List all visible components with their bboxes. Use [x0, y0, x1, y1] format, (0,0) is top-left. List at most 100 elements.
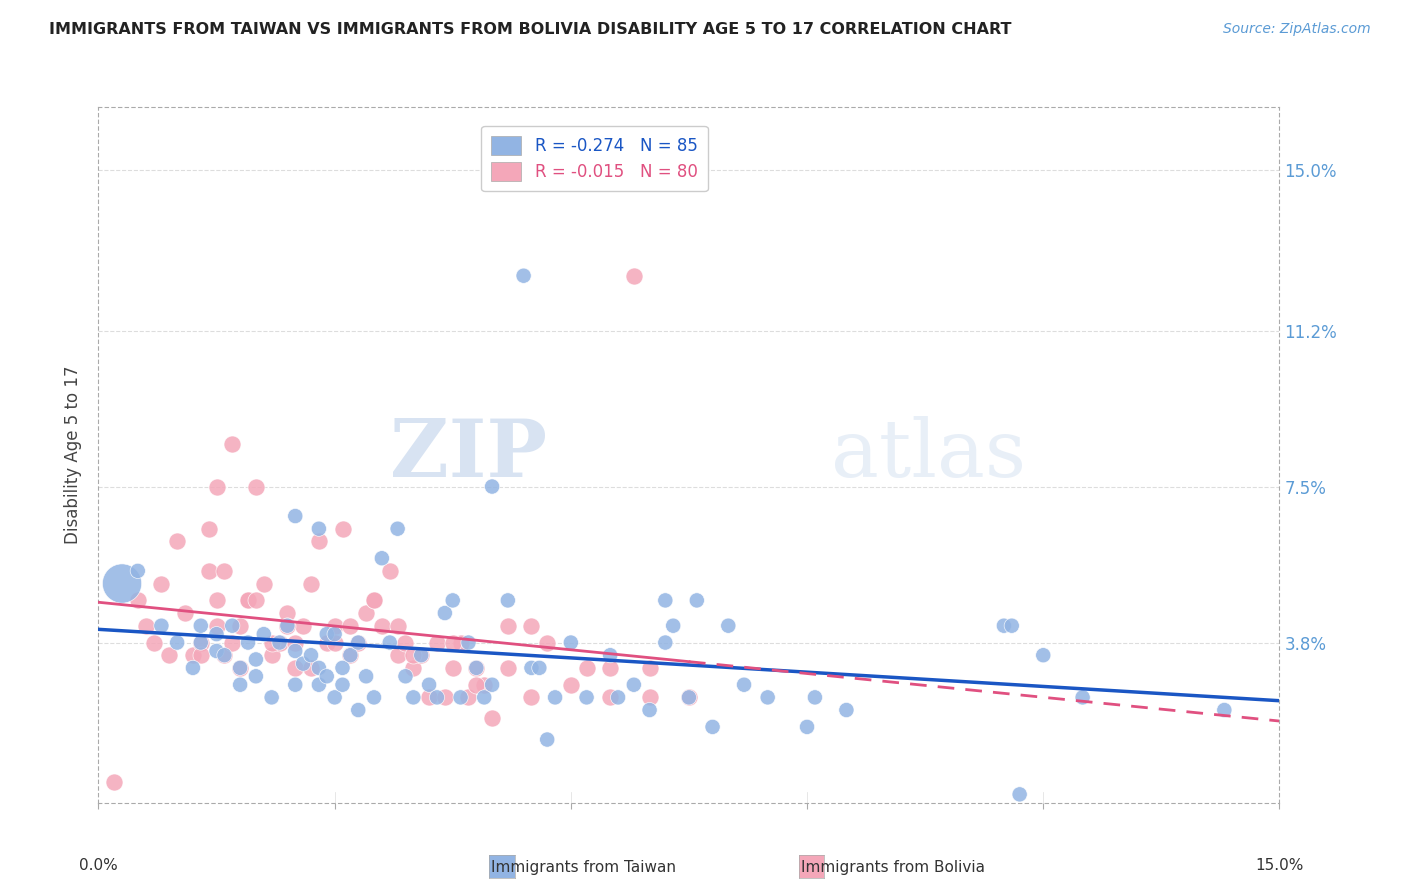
Text: atlas: atlas	[831, 416, 1026, 494]
Point	[536, 732, 558, 747]
Point	[520, 690, 543, 705]
Point	[575, 661, 598, 675]
Point	[245, 479, 267, 493]
Point	[269, 635, 291, 649]
Point	[411, 648, 433, 663]
Point	[339, 648, 361, 663]
Point	[481, 479, 503, 493]
Point	[441, 593, 464, 607]
Point	[150, 576, 173, 591]
Point	[481, 678, 503, 692]
Point	[347, 635, 370, 649]
Point	[394, 669, 416, 683]
Point	[245, 669, 267, 683]
Point	[599, 648, 621, 663]
Point	[512, 268, 534, 283]
Point	[363, 593, 385, 607]
Point	[299, 648, 322, 663]
Point	[284, 509, 307, 524]
Point	[433, 606, 456, 620]
Point	[205, 644, 228, 658]
Point	[111, 576, 134, 591]
Point	[544, 690, 567, 705]
Point	[496, 618, 519, 632]
Point	[441, 635, 464, 649]
Point	[229, 618, 252, 632]
Point	[560, 678, 582, 692]
Point	[150, 618, 173, 632]
Point	[299, 576, 322, 591]
Point	[363, 593, 385, 607]
Point	[205, 618, 228, 632]
Point	[323, 690, 346, 705]
Point	[496, 593, 519, 607]
Point	[221, 437, 243, 451]
Point	[190, 635, 212, 649]
Point	[260, 648, 283, 663]
Point	[190, 648, 212, 663]
Point	[323, 618, 346, 632]
Point	[465, 678, 488, 692]
Point	[472, 678, 495, 692]
Point	[269, 635, 291, 649]
Point	[717, 618, 740, 632]
Point	[142, 635, 165, 649]
Point	[804, 690, 827, 705]
Point	[378, 564, 401, 578]
Point	[418, 678, 440, 692]
Point	[205, 479, 228, 493]
Text: 15.0%: 15.0%	[1256, 857, 1303, 872]
Point	[347, 635, 370, 649]
Point	[702, 720, 724, 734]
Point	[465, 661, 488, 675]
Point	[127, 564, 149, 578]
Point	[308, 678, 330, 692]
Point	[284, 635, 307, 649]
Point	[339, 618, 361, 632]
Point	[418, 690, 440, 705]
Point	[332, 522, 354, 536]
Point	[536, 635, 558, 649]
Point	[166, 534, 188, 549]
Point	[450, 635, 472, 649]
Point	[371, 618, 394, 632]
Point	[529, 661, 551, 675]
Point	[299, 661, 322, 675]
Point	[411, 648, 433, 663]
Point	[332, 661, 354, 675]
Point	[433, 690, 456, 705]
Point	[229, 678, 252, 692]
Point	[465, 661, 488, 675]
Point	[378, 635, 401, 649]
Point	[654, 593, 676, 607]
Point	[260, 635, 283, 649]
Point	[260, 690, 283, 705]
Legend: R = -0.274   N = 85, R = -0.015   N = 80: R = -0.274 N = 85, R = -0.015 N = 80	[481, 126, 707, 191]
Point	[323, 627, 346, 641]
Point	[472, 690, 495, 705]
Point	[402, 690, 425, 705]
Point	[599, 661, 621, 675]
Point	[276, 606, 298, 620]
Point	[308, 534, 330, 549]
Point	[607, 690, 630, 705]
Point	[236, 593, 259, 607]
Point	[205, 593, 228, 607]
Point	[678, 690, 700, 705]
Point	[347, 703, 370, 717]
Point	[197, 564, 219, 578]
Point	[315, 635, 337, 649]
Point	[371, 551, 394, 566]
Point	[253, 576, 276, 591]
Point	[214, 564, 236, 578]
Point	[315, 627, 337, 641]
Point	[127, 593, 149, 607]
Point	[308, 522, 330, 536]
Point	[181, 661, 204, 675]
Point	[496, 661, 519, 675]
Y-axis label: Disability Age 5 to 17: Disability Age 5 to 17	[65, 366, 83, 544]
Point	[686, 593, 709, 607]
Point	[560, 635, 582, 649]
Point	[190, 635, 212, 649]
Point	[387, 648, 409, 663]
